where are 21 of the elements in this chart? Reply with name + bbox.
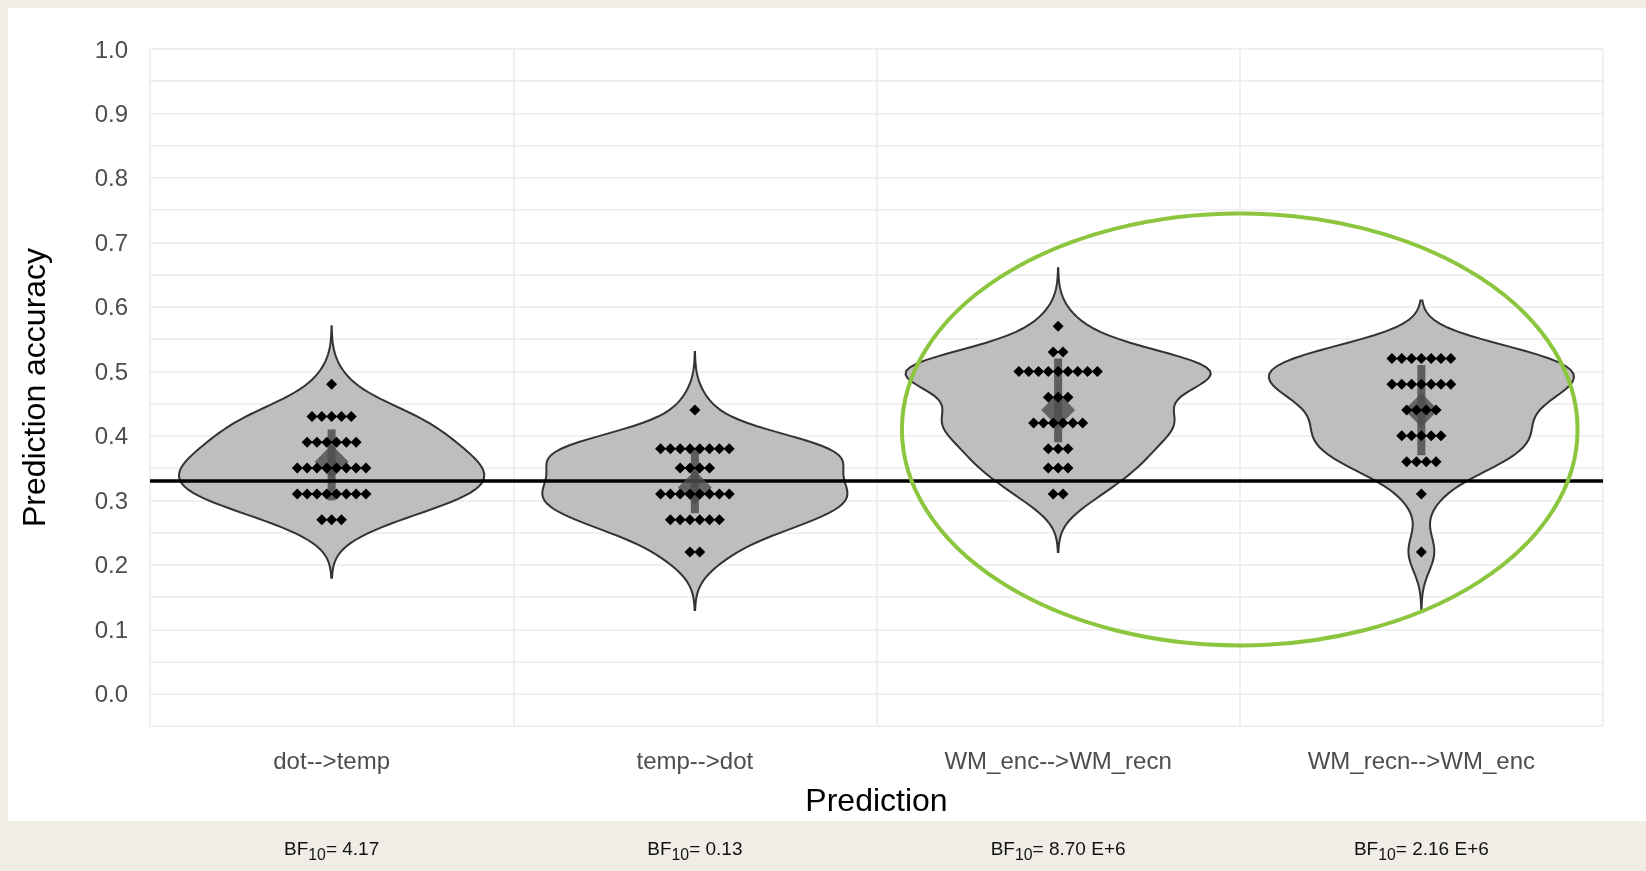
- y-tick-label: 0.3: [94, 486, 128, 514]
- text: BF$_{10}$= 4.17: [284, 838, 380, 864]
- y-tick-label: 0.1: [94, 615, 128, 643]
- y-tick-label: 0.0: [94, 680, 128, 708]
- y-tick-label: 0.6: [94, 293, 128, 321]
- text: BF$_{10}$= 0.13: [647, 838, 743, 864]
- y-tick-label: 0.9: [94, 99, 128, 127]
- y-tick-label: 1.0: [94, 35, 128, 63]
- x-tick-label: WM_enc-->WM_recn: [944, 746, 1172, 774]
- y-tick-label: 0.5: [94, 357, 128, 385]
- y-tick-label: 0.4: [94, 422, 128, 450]
- y-tick-label: 0.8: [94, 164, 128, 192]
- x-tick-label: dot-->temp: [273, 746, 390, 774]
- x-axis-title: Prediction: [805, 782, 948, 818]
- x-tick-label: WM_recn-->WM_enc: [1307, 746, 1536, 774]
- y-axis-title: Prediction accuracy: [16, 247, 52, 528]
- text: BF$_{10}$= 8.70 E+6: [990, 838, 1126, 864]
- y-tick-label: 0.2: [94, 551, 128, 579]
- y-tick-label: 0.7: [94, 228, 128, 256]
- x-tick-label: temp-->dot: [636, 746, 754, 774]
- text: BF$_{10}$= 2.16 E+6: [1353, 838, 1489, 864]
